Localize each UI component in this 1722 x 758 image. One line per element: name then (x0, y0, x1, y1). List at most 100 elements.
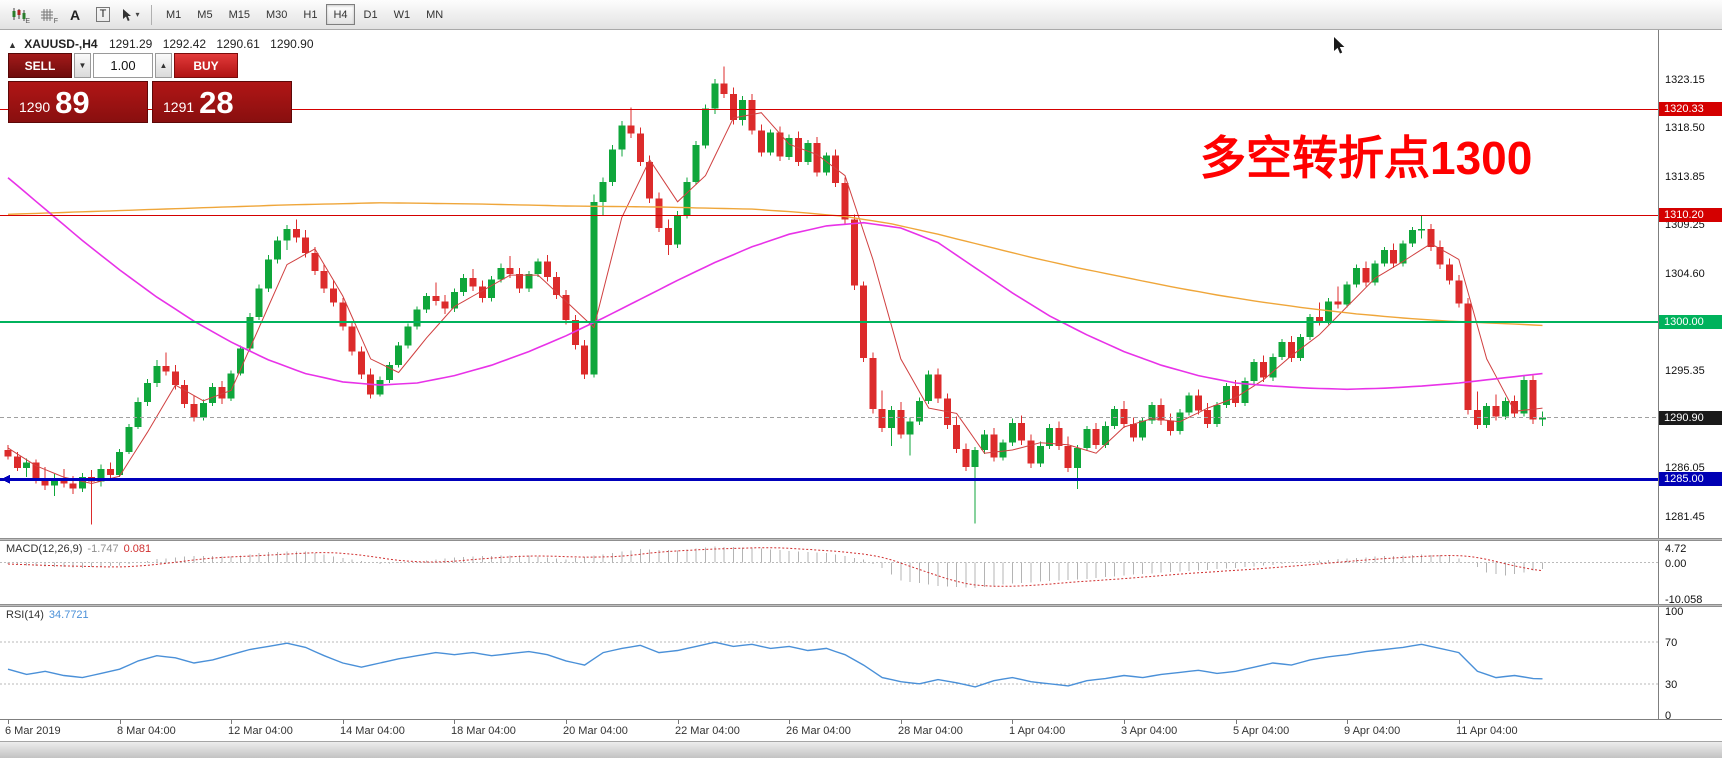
candles-glyph (12, 8, 26, 21)
toolbar: E F A T ▾ M1 M5 M15 M30 H1 H4 D1 W1 MN (0, 0, 1722, 30)
price-axis[interactable]: 1323.15 1318.50 1313.85 1309.25 1304.60 1295.… (1658, 30, 1722, 722)
rsi-value: 34.7721 (48, 609, 89, 621)
sell-price-main: 1290 (19, 99, 51, 115)
macd-label: MACD(12,26,9) -1.747 0.081 (6, 543, 151, 555)
collapse-icon[interactable]: ▲ (8, 40, 17, 50)
timeframe-group: M1 M5 M15 M30 H1 H4 D1 W1 MN (158, 4, 451, 25)
timeframe-button-D1[interactable]: D1 (357, 4, 385, 25)
buy-price-pips: 28 (199, 85, 234, 120)
icon-sub-label: E (25, 17, 30, 25)
time-axis-label: 18 Mar 04:00 (451, 725, 516, 737)
time-axis-tick (1459, 720, 1460, 724)
price-axis-tick: 1304.60 (1665, 268, 1705, 280)
price-axis-tick: 1323.15 (1665, 74, 1705, 86)
time-axis-label: 8 Mar 04:00 (117, 725, 176, 737)
time-axis-tick (8, 720, 9, 724)
time-axis-tick (1012, 720, 1013, 724)
window-bottom-edge (0, 741, 1722, 758)
icon-sub-label: F (53, 17, 58, 25)
timeframe-button-M30[interactable]: M30 (259, 4, 294, 25)
time-axis-tick (454, 720, 455, 724)
candlestick-chart-icon[interactable]: E (5, 3, 33, 27)
time-axis-label: 3 Apr 04:00 (1121, 725, 1178, 737)
panel-sash[interactable] (0, 604, 1722, 607)
macd-value-main: -1.747 (87, 543, 119, 555)
price-line-label: 1320.33 (1659, 102, 1722, 116)
macd-axis-tick: 4.72 (1665, 543, 1687, 555)
cursor-glyph (123, 8, 132, 21)
grid-icon[interactable]: F (33, 3, 61, 27)
macd-value-signal: 0.081 (123, 543, 152, 555)
time-axis[interactable]: 6 Mar 2019 8 Mar 04:00 12 Mar 04:00 14 Mar … (0, 719, 1722, 741)
price-line-label: 1290.90 (1659, 411, 1722, 425)
rsi-panel[interactable]: RSI(14) 34.7721 (0, 607, 1658, 719)
font-tool-icon[interactable]: A (61, 3, 89, 27)
ohlc-low: 1290.61 (216, 37, 260, 51)
buy-price-main: 1291 (163, 99, 195, 115)
ohlc-close: 1290.90 (270, 37, 314, 51)
time-axis-tick (231, 720, 232, 724)
timeframe-button-M5[interactable]: M5 (190, 4, 219, 25)
font-tool-label: A (69, 6, 81, 23)
sell-price-display[interactable]: 1290 89 (8, 81, 148, 123)
macd-histogram (7, 546, 1543, 589)
time-axis-tick (566, 720, 567, 724)
buy-price-display[interactable]: 1291 28 (152, 81, 292, 123)
macd-panel[interactable]: MACD(12,26,9) -1.747 0.081 (0, 541, 1658, 604)
rsi-axis-tick: 30 (1665, 679, 1678, 691)
sell-button[interactable]: SELL (8, 53, 72, 78)
rsi-axis-tick: 100 (1665, 606, 1684, 618)
moving-averages-group (7, 112, 1543, 485)
ohlc-high: 1292.42 (162, 37, 207, 51)
macd-axis-tick: 0.00 (1665, 558, 1687, 570)
chart-header: ▲ XAUUSD-,H4 1291.29 1292.42 1290.61 129… (8, 37, 321, 51)
timeframe-button-M1[interactable]: M1 (159, 4, 188, 25)
macd-chart (0, 546, 1658, 589)
macd-axis-tick: -10.058 (1665, 594, 1703, 606)
time-axis-tick (678, 720, 679, 724)
text-tool-icon[interactable]: T (89, 3, 117, 27)
time-axis-label: 11 Apr 04:00 (1456, 725, 1518, 737)
time-axis-tick (789, 720, 790, 724)
time-axis-label: 12 Mar 04:00 (228, 725, 293, 737)
time-axis-label: 26 Mar 04:00 (786, 725, 851, 737)
volume-up-button[interactable]: ▲ (155, 53, 172, 78)
price-axis-tick: 1318.50 (1665, 122, 1705, 134)
sell-price-pips: 89 (55, 85, 90, 120)
time-axis-tick (1236, 720, 1237, 724)
trade-controls-row: SELL ▼ 1.00 ▲ BUY (8, 53, 292, 78)
timeframe-button-H1[interactable]: H1 (296, 4, 324, 25)
timeframe-button-MN[interactable]: MN (419, 4, 450, 25)
timeframe-button-H4[interactable]: H4 (326, 4, 355, 25)
time-axis-label: 1 Apr 04:00 (1009, 725, 1066, 737)
rsi-axis-tick: 0 (1665, 710, 1672, 722)
trade-prices-row: 1290 89 1291 28 (8, 81, 292, 123)
toolbar-separator (151, 4, 152, 25)
cursor-tool-icon[interactable]: ▾ (117, 3, 145, 27)
annotation-text[interactable]: 多空转折点1300 (1200, 132, 1533, 184)
time-axis-tick (901, 720, 902, 724)
volume-input[interactable]: 1.00 (93, 53, 153, 78)
dropdown-caret-icon: ▾ (135, 10, 140, 19)
buy-button[interactable]: BUY (174, 53, 238, 78)
rsi-axis-tick: 70 (1665, 637, 1678, 649)
one-click-trade-panel: SELL ▼ 1.00 ▲ BUY 1290 89 1291 28 (8, 53, 292, 123)
timeframe-button-W1[interactable]: W1 (387, 4, 418, 25)
mouse-cursor-icon (1334, 37, 1345, 54)
time-axis-label: 20 Mar 04:00 (563, 725, 628, 737)
panel-sash[interactable] (0, 538, 1722, 541)
symbol-period-label: XAUUSD-,H4 (24, 37, 98, 51)
volume-down-button[interactable]: ▼ (74, 53, 91, 78)
time-axis-tick (120, 720, 121, 724)
time-axis-tick (343, 720, 344, 724)
main-chart-panel[interactable]: ▲ XAUUSD-,H4 1291.29 1292.42 1290.61 129… (0, 30, 1658, 538)
time-axis-label: 6 Mar 2019 (5, 725, 61, 737)
price-axis-tick: 1295.35 (1665, 365, 1705, 377)
timeframe-button-M15[interactable]: M15 (222, 4, 257, 25)
time-axis-tick (1124, 720, 1125, 724)
ohlc-open: 1291.29 (108, 37, 153, 51)
candlestick-chart (0, 66, 1658, 525)
grid-glyph (41, 8, 53, 21)
time-axis-label: 28 Mar 04:00 (898, 725, 963, 737)
